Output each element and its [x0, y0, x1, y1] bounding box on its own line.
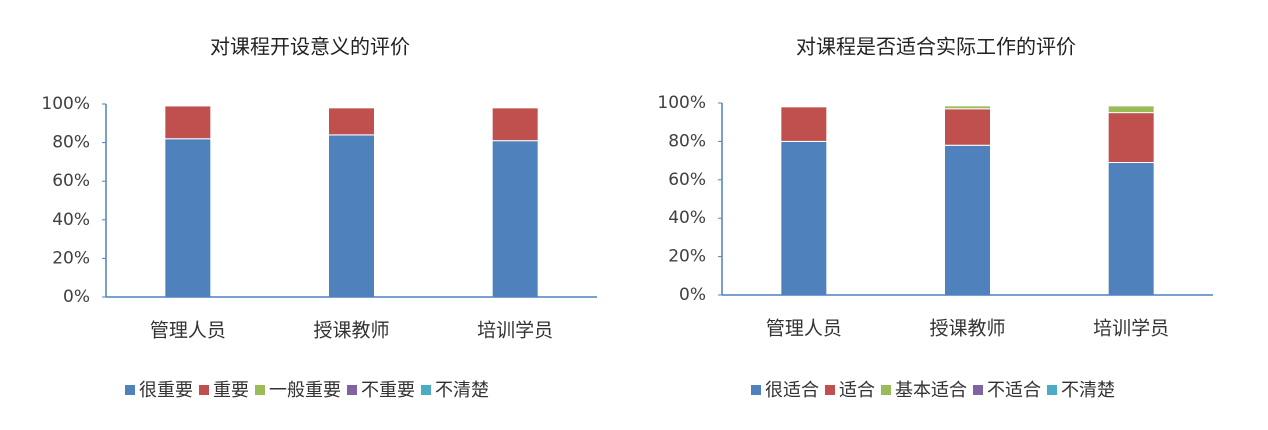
bar-segment — [491, 140, 539, 298]
x-tick-label: 培训学员 — [477, 320, 553, 342]
legend-swatch — [825, 385, 835, 395]
y-tick-label: 20% — [52, 248, 90, 268]
legend-swatch — [199, 385, 209, 395]
legend-swatch — [751, 385, 761, 395]
legend-swatch — [125, 385, 135, 395]
x-tick-label: 培训学员 — [1093, 318, 1169, 340]
bar-segment — [780, 106, 828, 142]
legend-label: 一般重要 — [269, 380, 341, 401]
x-tick-label: 授课教师 — [929, 318, 1005, 340]
bar-segment — [328, 134, 375, 298]
legend-swatch — [347, 385, 357, 395]
x-tick-label: 授课教师 — [313, 320, 389, 342]
legend-label: 适合 — [839, 380, 875, 401]
y-tick-label: 60% — [52, 171, 90, 191]
y-tick-label: 100% — [41, 94, 90, 114]
y-tick-label: 0% — [63, 287, 90, 307]
bar-segment — [780, 140, 828, 296]
legend-label: 重要 — [213, 380, 249, 401]
x-tick-label: 管理人员 — [766, 318, 842, 340]
bar-segment — [944, 105, 991, 110]
bar-segment — [1107, 112, 1155, 164]
legend-label: 很适合 — [765, 380, 819, 401]
legend-swatch — [973, 385, 983, 395]
y-tick-label: 100% — [657, 93, 706, 113]
bar-segment — [944, 144, 991, 296]
y-tick-label: 40% — [52, 210, 90, 230]
bar-segment — [491, 107, 539, 142]
legend-label: 不清楚 — [1061, 380, 1115, 401]
y-tick-label: 20% — [668, 247, 706, 267]
chart-title: 对课程开设意义的评价 — [210, 35, 410, 59]
legend-swatch — [1047, 385, 1057, 395]
legend-swatch — [255, 385, 265, 395]
bar-segment — [1107, 105, 1155, 114]
y-tick-label: 0% — [679, 285, 706, 305]
legend-label: 不重要 — [361, 380, 415, 401]
legend-label: 很重要 — [139, 380, 193, 401]
bar-segment — [164, 105, 212, 140]
y-tick-label: 40% — [668, 208, 706, 228]
legend-swatch — [881, 385, 891, 395]
chart-title: 对课程是否适合实际工作的评价 — [796, 35, 1076, 59]
bar-segment — [164, 138, 212, 298]
y-tick-label: 80% — [668, 131, 706, 151]
x-tick-label: 管理人员 — [150, 320, 226, 342]
y-tick-label: 80% — [52, 133, 90, 153]
legend-swatch — [421, 385, 431, 395]
bar-segment — [328, 107, 375, 136]
y-tick-label: 60% — [668, 170, 706, 190]
legend-label: 不适合 — [987, 380, 1041, 401]
legend-label: 基本适合 — [895, 380, 967, 401]
bar-segment — [944, 108, 991, 146]
bar-segment — [1107, 162, 1155, 296]
legend-label: 不清楚 — [435, 380, 489, 401]
